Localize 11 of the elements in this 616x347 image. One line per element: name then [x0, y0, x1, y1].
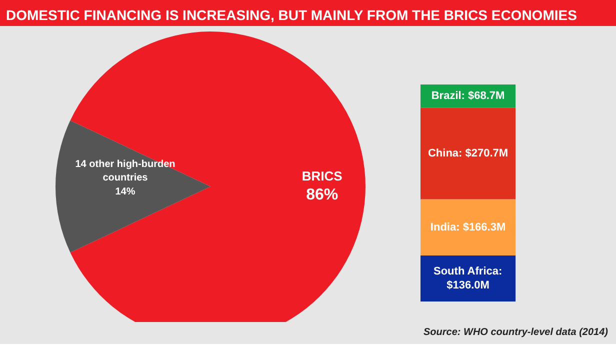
- bar: [420, 199, 516, 256]
- slice-label: BRICS: [302, 168, 343, 184]
- data-label: Brazil: $68.7M: [431, 90, 505, 102]
- data-label: 86%: [306, 186, 338, 204]
- data-label: China: $270.7M: [428, 148, 508, 160]
- bar: [420, 108, 516, 200]
- data-label: India: $166.3M: [430, 221, 506, 234]
- data-label: South Africa: $136.0M: [434, 265, 502, 292]
- source-note: Source: WHO country-level data (2014): [424, 326, 608, 340]
- data-label: 14%: [115, 186, 136, 198]
- chart-title: DOMESTIC FINANCING IS INCREASING, BUT MAINLY FROM THE BRICS ECONOMIES: [6, 6, 577, 25]
